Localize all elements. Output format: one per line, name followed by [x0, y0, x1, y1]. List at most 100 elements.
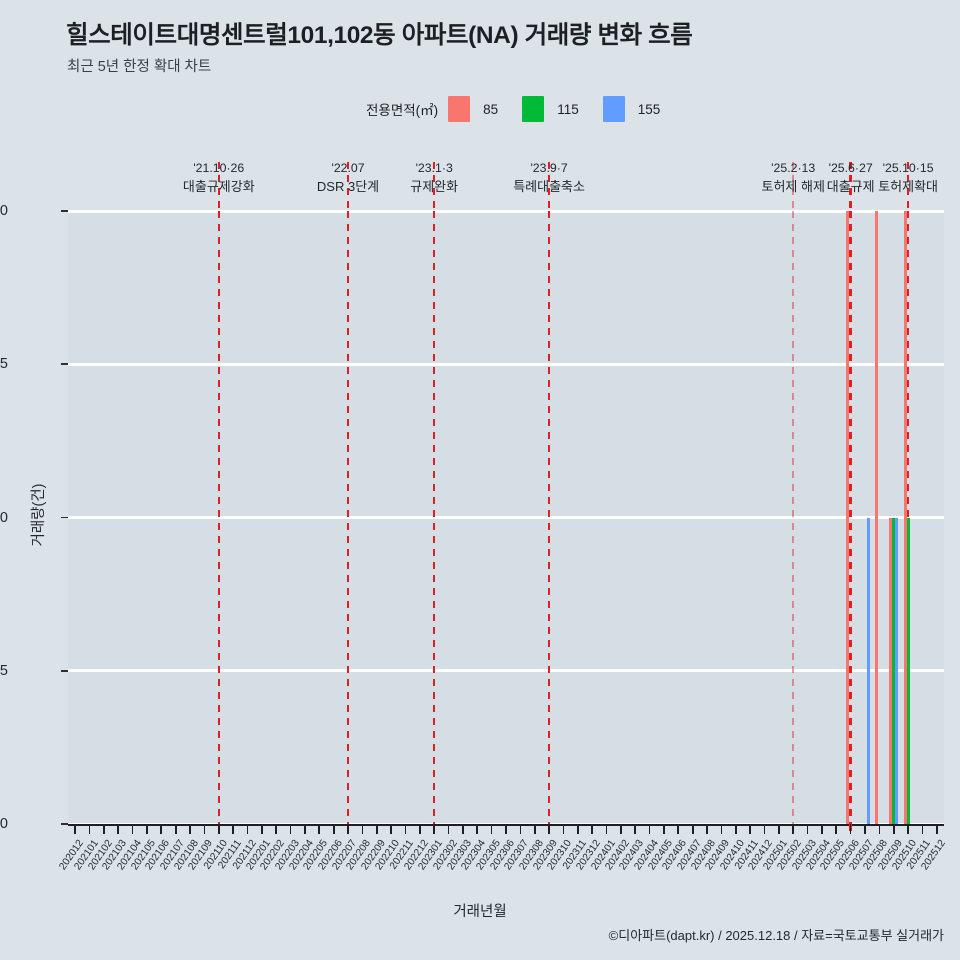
event-annotation-date: '21.10·26: [193, 161, 245, 175]
event-marker-line: [849, 211, 852, 824]
x-axis-tick-mark: [663, 824, 665, 834]
gridline: [68, 209, 944, 213]
bar[interactable]: [866, 517, 870, 824]
event-annotation-date: '23.1·3: [415, 161, 453, 175]
y-axis-tick-mark: [61, 516, 68, 519]
x-axis-tick-mark: [505, 824, 507, 834]
event-annotation-name: 토허제 해제: [761, 178, 825, 194]
legend: 전용면적(㎡) 85 115 155: [366, 96, 684, 122]
x-axis-tick-mark: [749, 824, 751, 834]
event-marker-line-top: [849, 162, 852, 211]
legend-label: 85: [483, 101, 499, 117]
event-annotation: '25.6·27 대출규제: [827, 160, 875, 197]
x-axis-tick-mark: [605, 824, 608, 834]
legend-swatch-icon: [448, 96, 471, 122]
plot-area: [68, 209, 944, 826]
x-axis-tick-mark: [375, 824, 378, 834]
x-axis-tick-mark: [246, 824, 249, 834]
x-axis-tick-mark: [418, 824, 421, 834]
x-axis-tick-mark: [734, 824, 737, 834]
legend-title: 전용면적(㎡): [366, 103, 439, 118]
x-axis-tick-mark: [476, 824, 479, 834]
event-annotation: '22.07 DSR 3단계: [317, 160, 379, 197]
x-axis-tick-mark: [433, 824, 436, 834]
x-axis-tick-mark: [533, 824, 536, 834]
x-axis-tick-mark: [232, 824, 234, 834]
bar[interactable]: [895, 517, 899, 824]
event-annotation: '25.10·15 토허제확대: [878, 160, 938, 197]
x-axis-tick-mark: [677, 824, 680, 834]
event-marker-line-top: [432, 162, 436, 211]
legend-swatch-icon: [522, 96, 545, 122]
x-axis-tick-mark: [318, 824, 321, 834]
x-axis-tick-mark: [835, 824, 838, 834]
x-axis-tick-mark: [404, 824, 407, 834]
bar[interactable]: [906, 517, 910, 824]
event-annotation-date: '25.2·13: [771, 161, 816, 175]
x-axis-tick-mark: [160, 824, 163, 834]
event-annotation: '21.10·26 대출규제강화: [183, 160, 255, 197]
gridline: [68, 669, 944, 673]
x-axis-tick-mark: [174, 824, 177, 834]
footer-credit: ©디아파트(dapt.kr) / 2025.12.18 / 자료=국토교통부 실…: [608, 928, 944, 943]
x-axis-tick-mark: [849, 824, 852, 834]
x-axis-tick-mark: [864, 824, 866, 834]
y-axis-tick-mark: [61, 823, 68, 825]
x-axis-tick-mark: [548, 824, 550, 834]
bar[interactable]: [874, 211, 879, 824]
x-axis-tick-mark: [275, 824, 278, 834]
event-annotation-name: 대출규제: [826, 178, 875, 194]
event-annotation: '23.9·7 특례대출축소: [513, 160, 585, 197]
event-annotation: '23.1·3 규제완화: [410, 160, 458, 197]
bar[interactable]: [892, 517, 896, 824]
x-axis-tick-mark: [648, 824, 651, 834]
x-axis-tick-mark: [189, 824, 191, 834]
event-marker-line: [432, 211, 436, 824]
x-axis-tick-mark: [217, 824, 220, 834]
x-axis-label: 거래년월: [453, 904, 507, 920]
legend-entry-85[interactable]: 85: [448, 96, 522, 122]
x-axis-tick-mark: [146, 824, 148, 834]
x-axis-tick-mark: [878, 824, 881, 834]
x-axis-tick-mark: [117, 824, 120, 834]
x-axis-tick-mark: [462, 824, 464, 834]
x-axis-tick-mark: [706, 824, 708, 834]
x-axis-tick-mark: [720, 824, 723, 834]
bar[interactable]: [889, 517, 893, 824]
page-subtitle: 최근 5년 한정 확대 차트: [67, 59, 212, 75]
event-marker-line: [217, 211, 220, 824]
x-axis-tick-mark: [490, 824, 493, 834]
y-axis-tick-label: 0.5: [0, 662, 8, 679]
event-annotation-name: 특례대출축소: [513, 178, 585, 194]
event-marker-line-top: [792, 162, 795, 211]
page-title: 힐스테이트대명센트럴101,102동 아파트(NA) 거래량 변화 흐름: [66, 22, 693, 49]
y-axis-tick-label: 1.0: [0, 509, 8, 526]
event-marker-line-top: [906, 162, 910, 211]
x-axis-tick-mark: [519, 824, 522, 834]
bar[interactable]: [903, 211, 907, 824]
y-axis-tick-label: 2.0: [0, 203, 8, 219]
y-axis-tick-label: 1.5: [0, 356, 8, 373]
event-annotation-name: 규제완화: [410, 178, 459, 194]
x-axis-tick-mark: [103, 824, 105, 834]
event-annotation-name: 토허제확대: [878, 178, 938, 194]
x-axis-tick-mark: [203, 824, 206, 834]
x-axis-tick-mark: [390, 824, 392, 834]
x-axis-tick-mark: [74, 824, 77, 834]
x-axis-tick-mark: [361, 824, 364, 834]
x-axis-tick-mark: [921, 824, 924, 834]
bar[interactable]: [846, 211, 850, 824]
x-axis-tick-mark: [88, 824, 91, 834]
gridline: [68, 516, 944, 519]
x-axis-tick-mark: [935, 824, 938, 834]
legend-entry-155[interactable]: 155: [602, 96, 685, 122]
legend-entry-115[interactable]: 115: [522, 96, 603, 122]
y-axis-tick-label: 0.0: [0, 816, 8, 832]
y-axis-tick-mark: [61, 363, 68, 366]
event-marker-line: [792, 211, 795, 824]
x-axis-tick-mark: [892, 824, 895, 834]
event-marker-line-top: [547, 162, 551, 211]
x-axis-tick-mark: [806, 824, 809, 834]
legend-label: 155: [637, 101, 661, 117]
